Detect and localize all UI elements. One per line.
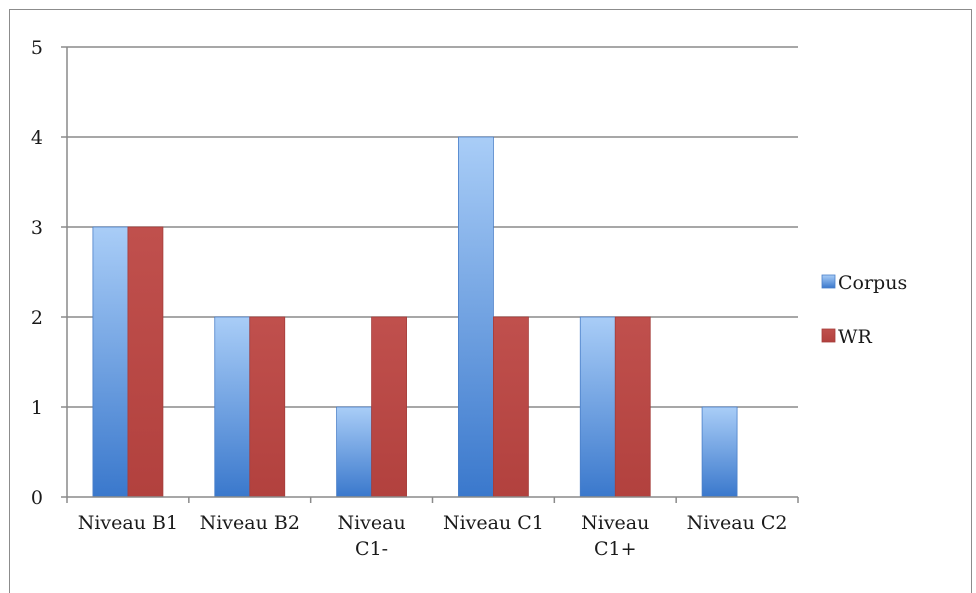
- x-tick-label: Niveau C1+: [581, 512, 649, 560]
- bar-wr-3: [371, 316, 407, 498]
- y-tick-label: 4: [31, 127, 43, 149]
- axes: [61, 46, 799, 503]
- bar-corpus-2: [214, 316, 251, 498]
- legend-swatch-corpus: [821, 274, 836, 289]
- x-tick-label: Niveau C1-: [337, 512, 405, 560]
- y-tick-label: 2: [31, 307, 43, 329]
- axis-labels: 0 1 2 3 4 5 Niveau B1 Niveau B2 Niveau C1- Niveau …: [31, 37, 788, 560]
- bar-corpus-6: [701, 406, 738, 498]
- x-tick-label: Niveau B2: [200, 512, 300, 534]
- y-tick-label: 3: [31, 217, 43, 239]
- gridlines: [67, 46, 798, 408]
- bar-wr-2: [249, 316, 286, 498]
- legend-label-wr: WR: [838, 326, 873, 348]
- legend: Corpus WR: [821, 272, 907, 348]
- x-tick-label: Niveau B1: [78, 512, 178, 534]
- y-tick-label: 5: [31, 37, 43, 59]
- bar-corpus-3: [336, 406, 372, 498]
- bars: [92, 136, 738, 498]
- y-tick-label: 1: [31, 397, 43, 419]
- bar-corpus-5: [579, 316, 616, 498]
- bar-wr-4: [493, 316, 529, 498]
- bar-wr-1: [127, 226, 164, 498]
- legend-label-corpus: Corpus: [838, 272, 907, 294]
- bar-wr-5: [614, 316, 651, 498]
- bar-corpus-1: [92, 226, 129, 498]
- y-tick-label: 0: [31, 487, 43, 509]
- legend-swatch-wr: [821, 328, 836, 343]
- x-tick-label: Niveau C1: [443, 512, 544, 534]
- bar-corpus-4: [458, 136, 494, 498]
- x-tick-label: Niveau C2: [687, 512, 788, 534]
